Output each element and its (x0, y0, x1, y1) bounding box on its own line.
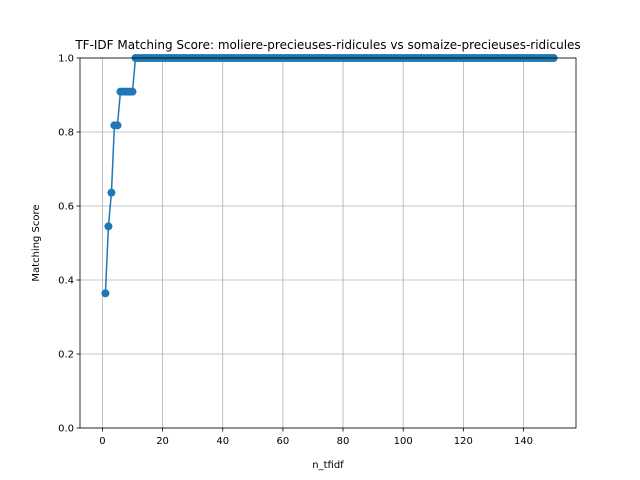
x-tick-label: 40 (216, 436, 229, 447)
data-point (128, 87, 137, 96)
data-point (107, 188, 116, 197)
y-tick-label: 1.0 (58, 54, 74, 65)
x-axis-label: n_tfidf (312, 460, 344, 471)
y-tick-label: 0.8 (58, 128, 74, 139)
x-tick-label: 0 (99, 436, 105, 447)
tick-layer: 0 20 40 60 80 100 120 140 0.0 0.2 0.4 0.6 0.8 1.0 (58, 54, 533, 448)
chart-title: TF-IDF Matching Score: moliere-precieuse… (74, 38, 580, 52)
y-tick-label: 0.0 (58, 424, 74, 435)
x-tick-label: 20 (156, 436, 169, 447)
y-axis-label: Matching Score (31, 204, 42, 281)
data-point (113, 121, 122, 130)
x-tick-label: 100 (394, 436, 413, 447)
x-tick-label: 60 (277, 436, 290, 447)
data-point (101, 289, 110, 298)
plot-frame (79, 57, 577, 429)
x-tick-label: 120 (454, 436, 473, 447)
x-tick-label: 80 (337, 436, 350, 447)
x-tick-label: 140 (514, 436, 533, 447)
y-tick-label: 0.6 (58, 202, 74, 213)
y-tick-label: 0.2 (58, 350, 74, 361)
y-tick-label: 0.4 (58, 276, 74, 287)
data-point (104, 222, 113, 231)
